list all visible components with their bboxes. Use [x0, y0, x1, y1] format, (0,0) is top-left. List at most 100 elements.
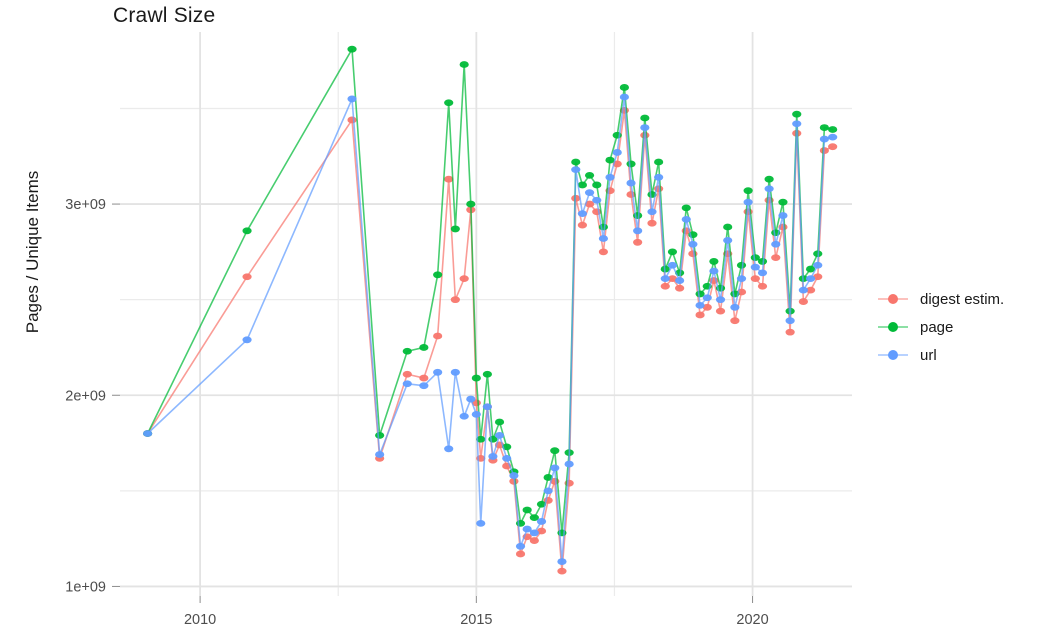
x-tick-label: 2020: [736, 612, 768, 628]
data-point: [444, 175, 454, 183]
data-point: [509, 472, 519, 479]
y-tick-label: 3e+09: [65, 197, 106, 213]
series-line: [146, 96, 834, 563]
data-point: [695, 311, 705, 319]
data-point: [757, 258, 768, 265]
data-point: [730, 317, 740, 325]
data-point: [654, 158, 664, 166]
legend-item-label: digest estim.: [920, 290, 1005, 308]
data-point: [494, 432, 505, 439]
data-point: [805, 265, 816, 273]
data-point: [681, 215, 691, 223]
data-point: [459, 61, 469, 68]
data-point: [828, 143, 838, 151]
legend-item-label: url: [920, 346, 937, 364]
data-point: [681, 204, 691, 212]
data-point: [402, 370, 412, 378]
legend-item[interactable]: url: [878, 341, 1053, 369]
data-point: [471, 374, 481, 382]
data-point: [242, 336, 252, 344]
legend: digest estim. page url: [878, 285, 1053, 369]
data-point: [667, 248, 678, 256]
data-point: [598, 235, 609, 242]
data-point: [798, 298, 808, 305]
data-point: [654, 173, 664, 181]
legend-item[interactable]: digest estim.: [878, 285, 1053, 313]
x-tick-label: 2015: [460, 612, 492, 628]
data-point: [476, 435, 486, 443]
data-point: [626, 160, 636, 168]
series-page: [143, 45, 838, 537]
data-point: [633, 238, 643, 246]
data-point: [577, 210, 588, 218]
data-point: [598, 248, 609, 256]
data-point: [375, 451, 385, 458]
data-point: [450, 296, 460, 304]
data-point: [536, 518, 547, 525]
data-point: [557, 567, 567, 575]
data-point: [529, 514, 539, 522]
data-point: [647, 208, 657, 216]
data-point: [764, 185, 774, 193]
data-point: [347, 45, 357, 53]
data-point: [557, 558, 567, 565]
data-point: [813, 261, 823, 269]
data-point: [675, 277, 685, 284]
data-point: [640, 114, 650, 122]
legend-key-dot: [888, 294, 898, 304]
data-point: [529, 529, 539, 537]
data-point: [805, 275, 816, 283]
data-point: [626, 179, 636, 187]
data-point: [482, 370, 492, 378]
data-point: [402, 380, 412, 388]
data-point: [605, 156, 615, 164]
y-tick-label: 2e+09: [65, 388, 106, 404]
data-point: [402, 347, 412, 355]
data-point: [450, 368, 460, 376]
data-point: [242, 227, 252, 235]
data-point: [557, 529, 567, 537]
data-point: [633, 227, 643, 235]
data-point: [619, 93, 629, 101]
data-point: [743, 198, 753, 206]
data-point: [419, 344, 429, 351]
data-point: [433, 332, 443, 340]
data-point: [529, 537, 539, 544]
data-point: [730, 303, 740, 311]
data-point: [571, 158, 581, 166]
data-point: [736, 275, 747, 283]
data-point: [828, 126, 838, 133]
data-point: [667, 261, 678, 269]
data-point: [584, 189, 595, 197]
data-point: [466, 200, 476, 208]
data-point: [695, 302, 705, 309]
data-point: [494, 418, 505, 426]
data-point: [798, 286, 808, 294]
legend-item[interactable]: page: [878, 313, 1053, 341]
data-point: [723, 223, 733, 231]
data-point: [612, 149, 622, 156]
data-point: [550, 464, 560, 472]
data-point: [459, 412, 469, 420]
grid-minor: [120, 32, 852, 596]
data-point: [702, 303, 712, 311]
data-point: [466, 395, 476, 403]
data-point: [571, 166, 581, 174]
data-point: [605, 173, 615, 181]
data-point: [242, 273, 252, 281]
data-point: [723, 236, 733, 244]
data-point: [536, 500, 547, 508]
data-point: [750, 275, 760, 283]
grid-major: [120, 32, 852, 596]
data-point: [550, 447, 560, 455]
data-point: [647, 219, 657, 227]
axis-tick-labels: 1e+09 2e+09 3e+09 2010 2015 2020: [65, 197, 768, 628]
series-layer: [143, 45, 838, 575]
data-point: [778, 198, 788, 206]
data-point: [819, 124, 829, 131]
data-point: [543, 487, 553, 495]
data-point: [792, 110, 802, 118]
data-point: [805, 286, 816, 294]
data-point: [375, 432, 385, 439]
